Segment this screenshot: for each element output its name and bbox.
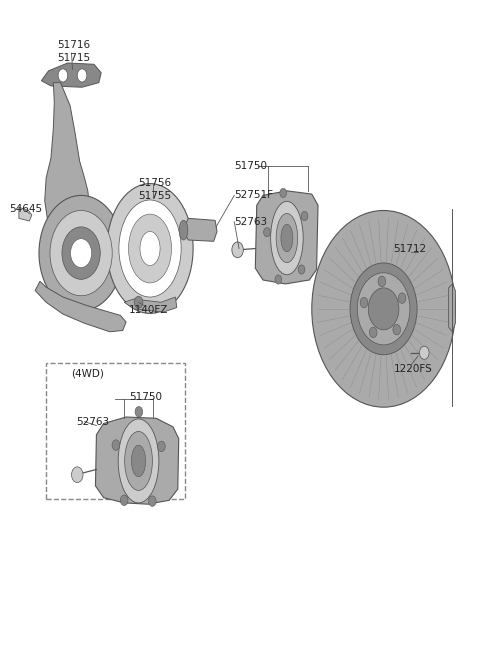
Circle shape <box>275 275 282 284</box>
Polygon shape <box>35 281 126 332</box>
Circle shape <box>157 441 165 451</box>
Text: 51756: 51756 <box>139 178 172 188</box>
Text: 51715: 51715 <box>57 53 90 63</box>
Text: 51712: 51712 <box>393 244 426 254</box>
Circle shape <box>58 69 68 82</box>
Polygon shape <box>449 284 456 332</box>
Text: 54645: 54645 <box>9 204 42 214</box>
Circle shape <box>280 189 287 198</box>
Circle shape <box>301 212 308 221</box>
Ellipse shape <box>125 432 153 490</box>
Polygon shape <box>45 83 89 235</box>
Text: 52763: 52763 <box>234 217 267 227</box>
Polygon shape <box>96 417 179 504</box>
Ellipse shape <box>119 200 181 297</box>
Ellipse shape <box>281 224 293 252</box>
Circle shape <box>71 238 92 267</box>
Text: 1220FS: 1220FS <box>394 364 433 374</box>
Text: 1140FZ: 1140FZ <box>129 305 168 315</box>
Circle shape <box>312 210 456 407</box>
Text: 51716: 51716 <box>57 40 90 51</box>
Text: 51750: 51750 <box>129 392 162 402</box>
Circle shape <box>72 467 83 483</box>
Ellipse shape <box>276 214 298 263</box>
Text: 52763: 52763 <box>76 417 109 427</box>
Circle shape <box>393 325 401 335</box>
Circle shape <box>378 276 386 286</box>
Circle shape <box>134 296 143 308</box>
Circle shape <box>120 495 128 505</box>
Circle shape <box>370 327 377 338</box>
Circle shape <box>264 227 270 237</box>
Circle shape <box>232 242 243 258</box>
Ellipse shape <box>107 183 193 313</box>
Circle shape <box>420 346 429 359</box>
Circle shape <box>350 263 417 355</box>
Circle shape <box>298 265 305 274</box>
Circle shape <box>148 496 156 507</box>
Ellipse shape <box>271 201 303 275</box>
Text: 51755: 51755 <box>139 191 172 201</box>
Circle shape <box>368 288 399 330</box>
FancyBboxPatch shape <box>46 363 185 499</box>
Polygon shape <box>19 207 32 221</box>
Polygon shape <box>124 297 177 312</box>
Text: 51750: 51750 <box>234 161 267 171</box>
Circle shape <box>112 440 120 450</box>
Ellipse shape <box>140 231 160 265</box>
Polygon shape <box>255 191 318 284</box>
Text: 52751F: 52751F <box>234 191 273 200</box>
Polygon shape <box>41 63 101 87</box>
Circle shape <box>135 407 143 417</box>
Circle shape <box>62 227 100 279</box>
Circle shape <box>357 273 410 345</box>
Ellipse shape <box>129 214 171 283</box>
Polygon shape <box>182 218 217 241</box>
Text: (4WD): (4WD) <box>72 368 105 378</box>
Ellipse shape <box>118 419 159 503</box>
Circle shape <box>50 210 112 296</box>
Ellipse shape <box>132 445 146 477</box>
Circle shape <box>360 298 368 308</box>
Circle shape <box>39 195 123 311</box>
Circle shape <box>398 293 406 304</box>
Ellipse shape <box>179 220 188 240</box>
Circle shape <box>77 69 87 82</box>
